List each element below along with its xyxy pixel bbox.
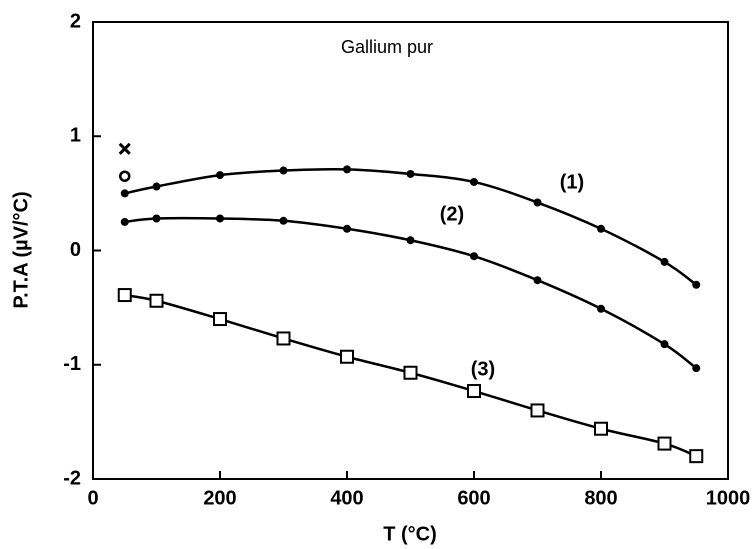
data-point bbox=[470, 252, 478, 261]
data-point bbox=[660, 257, 669, 266]
x-tick-label: 800 bbox=[584, 487, 617, 509]
data-point bbox=[120, 189, 129, 198]
data-point bbox=[152, 214, 161, 223]
x-tick-label: 200 bbox=[203, 487, 236, 509]
data-point bbox=[692, 280, 701, 289]
data-point bbox=[120, 217, 129, 226]
data-point bbox=[660, 340, 669, 349]
data-point bbox=[533, 198, 542, 207]
x-tick-label: 600 bbox=[457, 487, 490, 509]
series-label: (2) bbox=[440, 203, 464, 225]
y-tick-label: 1 bbox=[70, 125, 81, 147]
data-point bbox=[276, 331, 291, 346]
cross-point bbox=[118, 142, 131, 155]
data-point bbox=[343, 165, 351, 174]
series-label: (3) bbox=[471, 358, 495, 380]
x-tick-label: 1000 bbox=[706, 487, 751, 509]
data-point bbox=[533, 276, 542, 285]
data-point bbox=[149, 293, 164, 308]
y-tick-label: -2 bbox=[63, 467, 81, 489]
y-tick-label: 2 bbox=[70, 10, 81, 32]
data-point bbox=[597, 304, 605, 313]
series-label: (1) bbox=[560, 171, 584, 193]
data-point bbox=[470, 177, 478, 186]
data-point bbox=[689, 449, 704, 464]
plot-frame bbox=[92, 21, 729, 480]
data-point bbox=[406, 169, 415, 178]
data-point bbox=[692, 364, 701, 373]
data-point bbox=[216, 171, 224, 180]
data-point bbox=[340, 349, 354, 364]
data-point bbox=[213, 312, 227, 327]
series-line bbox=[124, 167, 697, 286]
x-tick-label: 400 bbox=[330, 487, 363, 509]
y-axis-label: P.T.A (µV/°C) bbox=[10, 191, 32, 308]
data-point bbox=[279, 166, 288, 175]
data-point bbox=[467, 384, 481, 399]
x-tick-label: 0 bbox=[87, 487, 98, 509]
data-point bbox=[117, 288, 132, 303]
y-tick-label: 0 bbox=[70, 239, 81, 261]
data-point bbox=[657, 436, 672, 451]
chart-title: Gallium pur bbox=[341, 37, 433, 57]
data-point bbox=[216, 214, 224, 223]
data-point bbox=[152, 182, 161, 191]
data-point bbox=[403, 365, 418, 380]
data-point bbox=[343, 224, 351, 233]
data-point bbox=[279, 216, 288, 225]
data-point bbox=[597, 224, 605, 233]
open-point bbox=[119, 170, 131, 182]
x-axis-label: T (°C) bbox=[383, 523, 437, 545]
data-point bbox=[406, 236, 415, 245]
y-tick-label: -1 bbox=[63, 353, 81, 375]
data-point bbox=[594, 421, 608, 436]
data-point bbox=[530, 403, 545, 418]
